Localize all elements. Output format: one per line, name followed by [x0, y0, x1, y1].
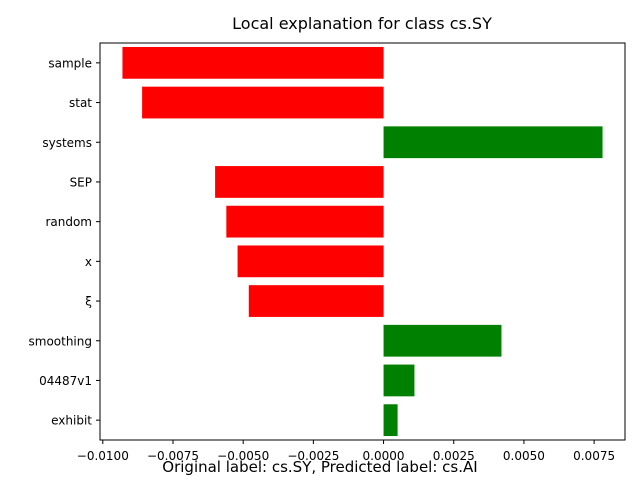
x-tick-label: −0.0050 [217, 449, 269, 463]
x-axis-ticks: −0.0100 −0.0075 −0.0050 −0.0025 0.0000 0.0025… [77, 440, 615, 463]
bar-0 [122, 46, 384, 79]
bar-6 [248, 285, 384, 317]
y-axis-ticks: sample stat systems SEP random x ξ smoothing 044… [29, 56, 100, 428]
bar-3 [215, 166, 384, 198]
x-tick-label: −0.0025 [287, 449, 339, 463]
y-tick-label: random [45, 215, 92, 229]
prediction-caption: Original label: cs.SY, Predicted label: … [162, 458, 478, 476]
y-tick-label: exhibit [51, 414, 92, 428]
y-tick-label: systems [42, 136, 92, 150]
x-tick-label: 0.0050 [503, 449, 545, 463]
bar-8 [383, 364, 415, 397]
y-tick-label: stat [69, 96, 92, 110]
bar-4 [226, 205, 384, 238]
y-tick-label: ξ [85, 295, 92, 309]
x-tick-label: 0.0025 [433, 449, 475, 463]
y-tick-label: x [85, 255, 92, 269]
plot-frame [99, 42, 626, 441]
bars-group [122, 46, 603, 437]
x-tick-label: 0.0000 [363, 449, 405, 463]
bar-2 [383, 126, 603, 159]
y-tick-label: smoothing [29, 334, 93, 348]
x-tick-label: −0.0100 [77, 449, 129, 463]
x-tick-label: −0.0075 [147, 449, 199, 463]
bar-5 [237, 245, 384, 278]
bar-1 [142, 86, 384, 119]
y-tick-label: SEP [70, 175, 92, 189]
bar-7 [383, 324, 502, 357]
x-tick-label: 0.0075 [573, 449, 615, 463]
bar-9 [383, 404, 398, 437]
chart-title: Local explanation for class cs.SY [232, 14, 492, 33]
y-tick-label: 04487v1 [39, 374, 92, 388]
y-tick-label: sample [48, 56, 92, 70]
